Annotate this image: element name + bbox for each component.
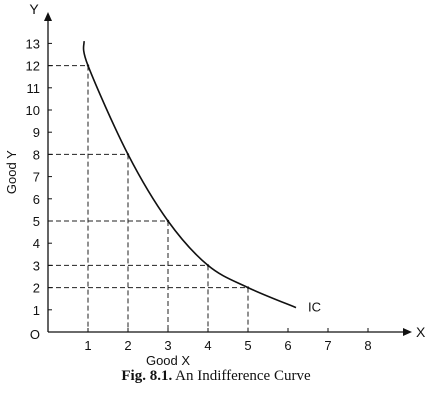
y-tick-label: 10 xyxy=(26,103,40,118)
reference-dashes xyxy=(48,65,249,332)
y-axis-title: Good Y xyxy=(4,150,19,194)
indifference-curve-series: IC xyxy=(82,41,321,315)
x-tick-label: 2 xyxy=(124,338,131,353)
figure-caption: Fig. 8.1. An Indifference Curve xyxy=(0,368,432,385)
y-axis-letter: Y xyxy=(29,1,39,17)
y-tick-label: 5 xyxy=(33,214,40,229)
curve-point xyxy=(206,264,210,267)
x-axis-title: Good X xyxy=(146,353,190,368)
y-tick-label: 7 xyxy=(33,170,40,185)
x-tick-label: 6 xyxy=(284,338,291,353)
axis-labels: O X Y Good X Good Y xyxy=(4,1,426,368)
origin-label: O xyxy=(30,327,40,342)
y-tick-label: 12 xyxy=(26,59,40,74)
y-tick-label: 11 xyxy=(27,81,41,96)
x-tick-label: 7 xyxy=(324,338,331,353)
curve-point xyxy=(86,64,90,67)
x-axis-letter: X xyxy=(416,324,426,340)
x-axis-arrowhead xyxy=(403,328,412,336)
x-tick-label: 8 xyxy=(364,338,371,353)
x-tick-label: 4 xyxy=(204,338,211,353)
x-tick-label: 5 xyxy=(244,338,251,353)
caption-figure-number: Fig. 8.1. xyxy=(121,368,173,384)
y-tick-label: 2 xyxy=(33,281,40,296)
caption-title: An Indifference Curve xyxy=(172,368,311,384)
x-tick-label: 3 xyxy=(164,338,171,353)
y-tick-label: 6 xyxy=(33,192,40,207)
curve-label-ic: IC xyxy=(308,300,321,315)
y-tick-label: 8 xyxy=(33,147,40,162)
curve-point xyxy=(166,219,170,223)
y-tick-label: 3 xyxy=(33,258,40,273)
curve-point xyxy=(126,153,130,156)
axes xyxy=(44,12,412,336)
y-tick-label: 4 xyxy=(33,236,40,251)
y-tick-label: 1 xyxy=(33,303,40,318)
curve-point xyxy=(246,286,250,289)
y-tick-label: 9 xyxy=(33,125,40,140)
y-axis-arrowhead xyxy=(44,12,52,21)
indifference-curve-line xyxy=(82,41,297,309)
x-tick-label: 1 xyxy=(84,338,91,353)
y-tick-label: 13 xyxy=(26,36,40,51)
